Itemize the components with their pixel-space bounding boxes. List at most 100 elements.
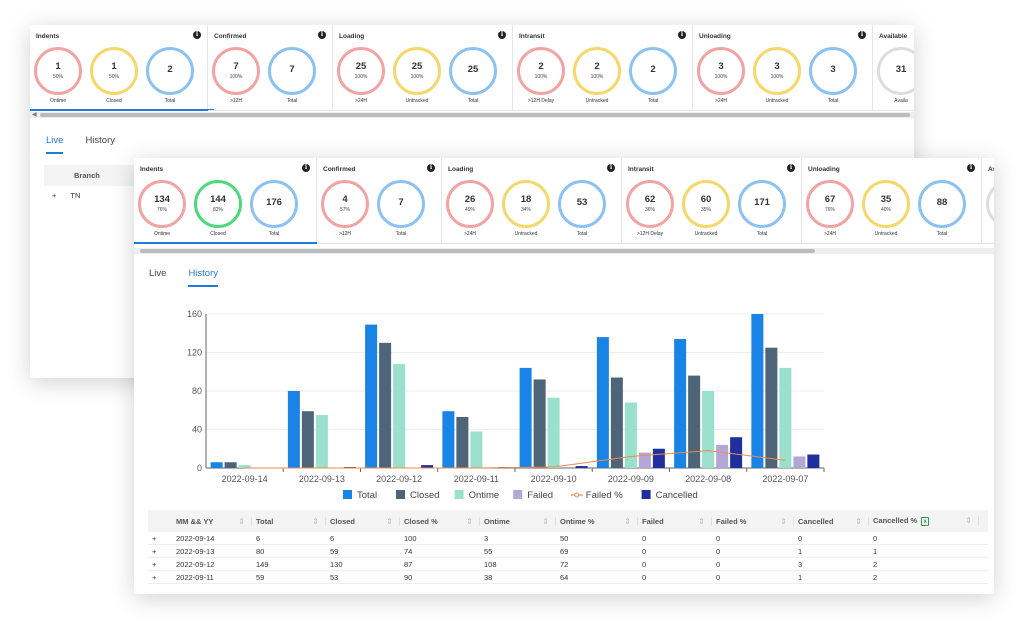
kpi-group-loading[interactable]: Loading i 25 100% >24H 25 100% Untracked 25 Total <box>333 25 513 111</box>
kpi-group-indents[interactable]: Indents i 1 50% Ontime 1 50% Closed 2 Total <box>30 25 214 111</box>
kpi-percent: 49% <box>464 207 475 214</box>
cell-mm-yy: 2022-09-11 <box>176 572 214 582</box>
tab-live[interactable]: Live <box>46 135 64 154</box>
kpi-circle[interactable]: 1 50% Closed <box>90 47 138 104</box>
kpi-group-confirmed[interactable]: Confirmed i 4 57% >12H 7 Total <box>317 158 442 244</box>
expand-row-icon[interactable]: + <box>152 546 157 556</box>
column-header-closed[interactable]: Closed <box>326 516 400 526</box>
kpi-circle[interactable]: 62 36% >12H Delay <box>626 180 674 237</box>
table-row[interactable]: +2022-09-14 6 6 100 3 50 0 0 0 0 <box>148 532 988 545</box>
kpi-circle[interactable]: 4 57% >12H <box>321 180 369 237</box>
column-header-label: Failed <box>642 516 664 526</box>
kpi-circle[interactable]: 18 34% Untracked <box>502 180 550 237</box>
tab-history[interactable]: History <box>85 135 115 146</box>
kpi-label: >12H <box>338 231 352 237</box>
kpi-group-available[interactable]: Available 31 Availa <box>873 25 914 111</box>
kpi-label: Total <box>647 98 659 104</box>
info-icon[interactable]: i <box>678 31 686 39</box>
column-header-ontime[interactable]: Ontime <box>480 516 556 526</box>
table-body: +2022-09-14 6 6 100 3 50 0 0 0 0 +2022-09-13 80 59 74… <box>148 532 988 584</box>
info-icon[interactable]: i <box>193 31 201 39</box>
kpi-circle[interactable]: 7 Total <box>377 180 425 237</box>
cell-failed: 0 <box>642 572 647 582</box>
kpi-group-unloading[interactable]: Unloading i 67 76% >24H 35 40% Untracked 88 Total <box>802 158 982 244</box>
kpi-circle[interactable]: 26 49% >24H <box>446 180 494 237</box>
kpi-group-av[interactable]: Av <box>982 158 994 244</box>
expand-row-icon[interactable]: + <box>152 572 157 582</box>
kpi-group-title: Available <box>879 33 908 40</box>
column-header-failed[interactable]: Failed <box>638 516 712 526</box>
column-header-cancelled[interactable]: Cancelled <box>794 516 869 526</box>
scroll-thumb[interactable] <box>140 249 815 253</box>
bar-ontime <box>702 391 715 468</box>
kpi-circle[interactable]: 3 Total <box>809 47 857 104</box>
cell-cancelled: 0 <box>873 533 878 543</box>
column-header-total[interactable]: Total <box>252 516 326 526</box>
kpi-circle[interactable]: 176 Total <box>250 180 298 237</box>
kpi-circle[interactable]: 67 76% >24H <box>806 180 854 237</box>
y-tick-label: 0 <box>197 463 202 473</box>
kpi-circle[interactable]: 31 Availa <box>877 47 914 104</box>
kpi-circle[interactable]: 2 Total <box>629 47 677 104</box>
scroll-left-icon[interactable]: ◀ <box>32 112 37 118</box>
kpi-value: 2 <box>650 63 656 75</box>
kpi-circle[interactable]: 7 Total <box>268 47 316 104</box>
kpi-circle[interactable] <box>986 180 994 231</box>
kpi-group-loading[interactable]: Loading i 26 49% >24H 18 34% Untracked 53 Total <box>442 158 622 244</box>
kpi-group-confirmed[interactable]: Confirmed i 7 100% >12H 7 Total <box>208 25 333 111</box>
kpi-group-unloading[interactable]: Unloading i 3 100% >24H 3 100% Untracked 3 Total <box>693 25 873 111</box>
expand-row-icon[interactable]: + <box>152 533 157 543</box>
column-header-closed[interactable]: Closed % <box>400 516 480 526</box>
column-header-mm-yy[interactable]: MM && YY <box>172 516 252 526</box>
cell-cancelled: 2 <box>873 559 878 569</box>
kpi-group-indents[interactable]: Indents i 134 76% Ontime 144 82% Closed 176 Total <box>134 158 317 244</box>
kpi-circle[interactable]: 3 100% Untracked <box>753 47 801 104</box>
kpi-circle[interactable]: 1 50% Ontime <box>34 47 82 104</box>
kpi-circle[interactable]: 25 100% >24H <box>337 47 385 104</box>
info-icon[interactable]: i <box>427 164 435 172</box>
table-row[interactable]: +2022-09-12 149 130 87 108 72 0 0 3 2 <box>148 558 988 571</box>
column-header-ontime[interactable]: Ontime % <box>556 516 638 526</box>
kpi-circle[interactable]: 2 Total <box>146 47 194 104</box>
info-icon[interactable]: i <box>858 31 866 39</box>
info-icon[interactable]: i <box>787 164 795 172</box>
kpi-group-title: Av <box>988 166 994 173</box>
tab-live[interactable]: Live <box>149 268 167 279</box>
info-icon[interactable]: i <box>302 164 310 172</box>
column-header-failed[interactable]: Failed % <box>712 516 794 526</box>
branch-column-header[interactable]: Branch <box>44 165 134 186</box>
expand-row-icon[interactable]: + <box>152 559 157 569</box>
kpi-circle[interactable]: 60 35% Untracked <box>682 180 730 237</box>
info-icon[interactable]: i <box>318 31 326 39</box>
table-row[interactable]: +2022-09-11 59 53 90 38 64 0 0 1 2 <box>148 571 988 584</box>
kpi-group-intransit[interactable]: Intransit i 62 36% >12H Delay 60 35% Untracked 1… <box>622 158 802 244</box>
kpi-circle[interactable]: 7 100% >12H <box>212 47 260 104</box>
info-icon[interactable]: i <box>967 164 975 172</box>
kpi-circle[interactable]: 35 40% Untracked <box>862 180 910 237</box>
kpi-circle[interactable]: 88 Total <box>918 180 966 237</box>
kpi-ring: 3 100% <box>697 47 745 95</box>
kpi-scrollbar[interactable] <box>134 248 994 254</box>
excel-export-icon[interactable]: x <box>921 516 930 526</box>
info-icon[interactable]: i <box>498 31 506 39</box>
kpi-scrollbar[interactable]: ◀ <box>30 112 914 118</box>
active-group-indicator <box>30 109 214 111</box>
kpi-group-intransit[interactable]: Intransit i 2 100% >12H Delay 2 100% Untracked 2… <box>513 25 693 111</box>
kpi-circle[interactable]: 25 100% Untracked <box>393 47 441 104</box>
info-icon[interactable]: i <box>607 164 615 172</box>
tab-history[interactable]: History <box>188 268 218 287</box>
expand-icon[interactable]: + <box>52 191 57 200</box>
kpi-circle[interactable]: 2 100% >12H Delay <box>517 47 565 104</box>
kpi-circle[interactable]: 171 Total <box>738 180 786 237</box>
kpi-label: Untracked <box>694 231 718 237</box>
kpi-circle[interactable]: 2 100% Untracked <box>573 47 621 104</box>
column-header-cancelled[interactable]: Cancelled % x <box>869 516 979 526</box>
kpi-circle[interactable]: 25 Total <box>449 47 497 104</box>
kpi-circle[interactable]: 144 82% Closed <box>194 180 242 237</box>
kpi-circle[interactable]: 134 76% Ontime <box>138 180 186 237</box>
scroll-thumb[interactable] <box>40 113 910 117</box>
bar-closed <box>533 379 546 468</box>
kpi-circle[interactable]: 53 Total <box>558 180 606 237</box>
kpi-circle[interactable]: 3 100% >24H <box>697 47 745 104</box>
table-row[interactable]: +2022-09-13 80 59 74 55 69 0 0 1 1 <box>148 545 988 558</box>
